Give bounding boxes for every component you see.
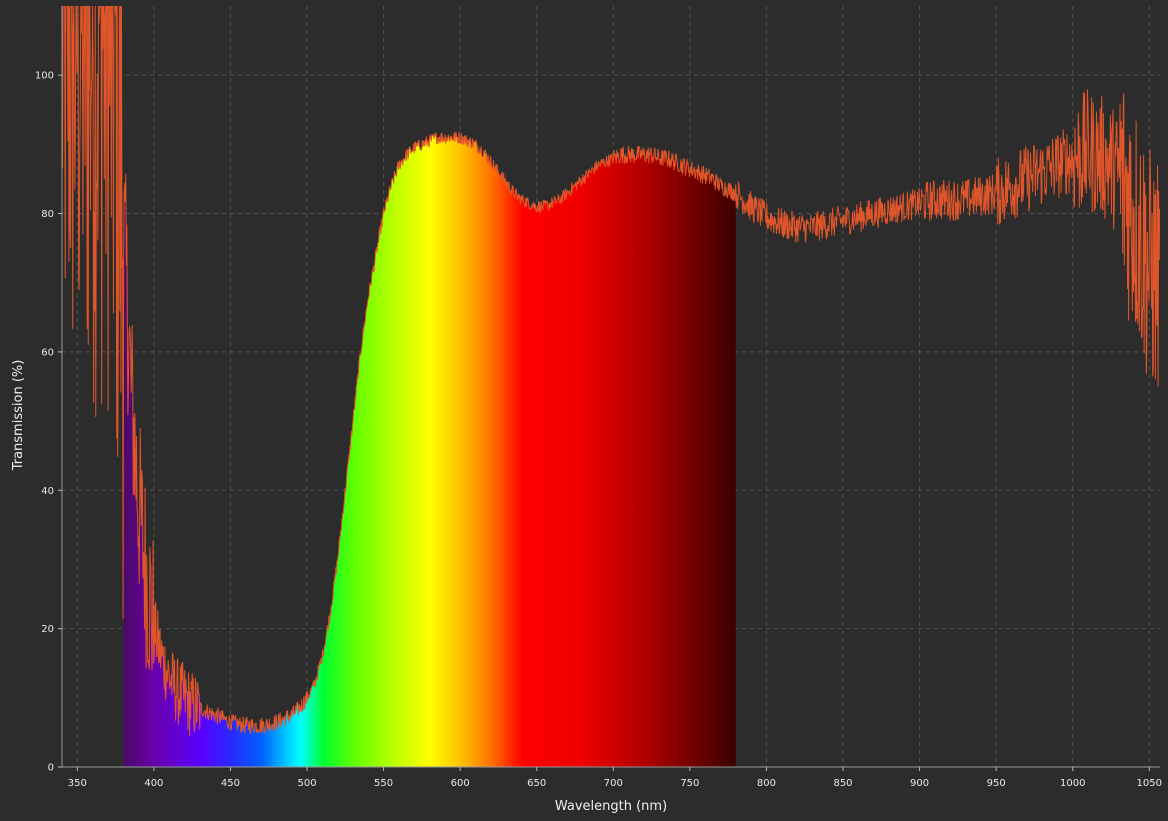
x-tick-label: 650: [527, 778, 546, 789]
y-axis-title: Transmission (%): [11, 360, 26, 472]
x-tick-label: 1050: [1137, 778, 1162, 789]
y-tick-label: 20: [41, 624, 54, 635]
transmission-line: [62, 6, 1160, 736]
y-axis-ticks: 0 20 40 60 80 100: [35, 71, 62, 774]
x-tick-label: 800: [757, 778, 776, 789]
x-tick-label: 400: [144, 778, 163, 789]
x-tick-label: 550: [374, 778, 393, 789]
x-axis-ticks: 350 400 450 500 550 600 650 700 750 800 850 900 950 1…: [68, 767, 1162, 789]
series-lines: [62, 6, 1160, 736]
x-tick-label: 750: [680, 778, 699, 789]
y-tick-label: 80: [41, 209, 54, 220]
spectrum-area: [123, 132, 736, 767]
x-tick-label: 1000: [1060, 778, 1085, 789]
x-tick-label: 350: [68, 778, 87, 789]
x-tick-label: 450: [221, 778, 240, 789]
y-tick-label: 0: [48, 763, 54, 774]
x-tick-label: 900: [910, 778, 929, 789]
spectrum-fill: [123, 132, 736, 767]
x-tick-label: 950: [987, 778, 1006, 789]
x-tick-label: 600: [451, 778, 470, 789]
y-tick-label: 100: [35, 71, 54, 82]
x-axis-title: Wavelength (nm): [555, 799, 667, 814]
y-tick-label: 40: [41, 486, 54, 497]
y-tick-label: 60: [41, 347, 54, 358]
x-tick-label: 850: [833, 778, 852, 789]
x-tick-label: 700: [604, 778, 623, 789]
x-tick-label: 500: [297, 778, 316, 789]
